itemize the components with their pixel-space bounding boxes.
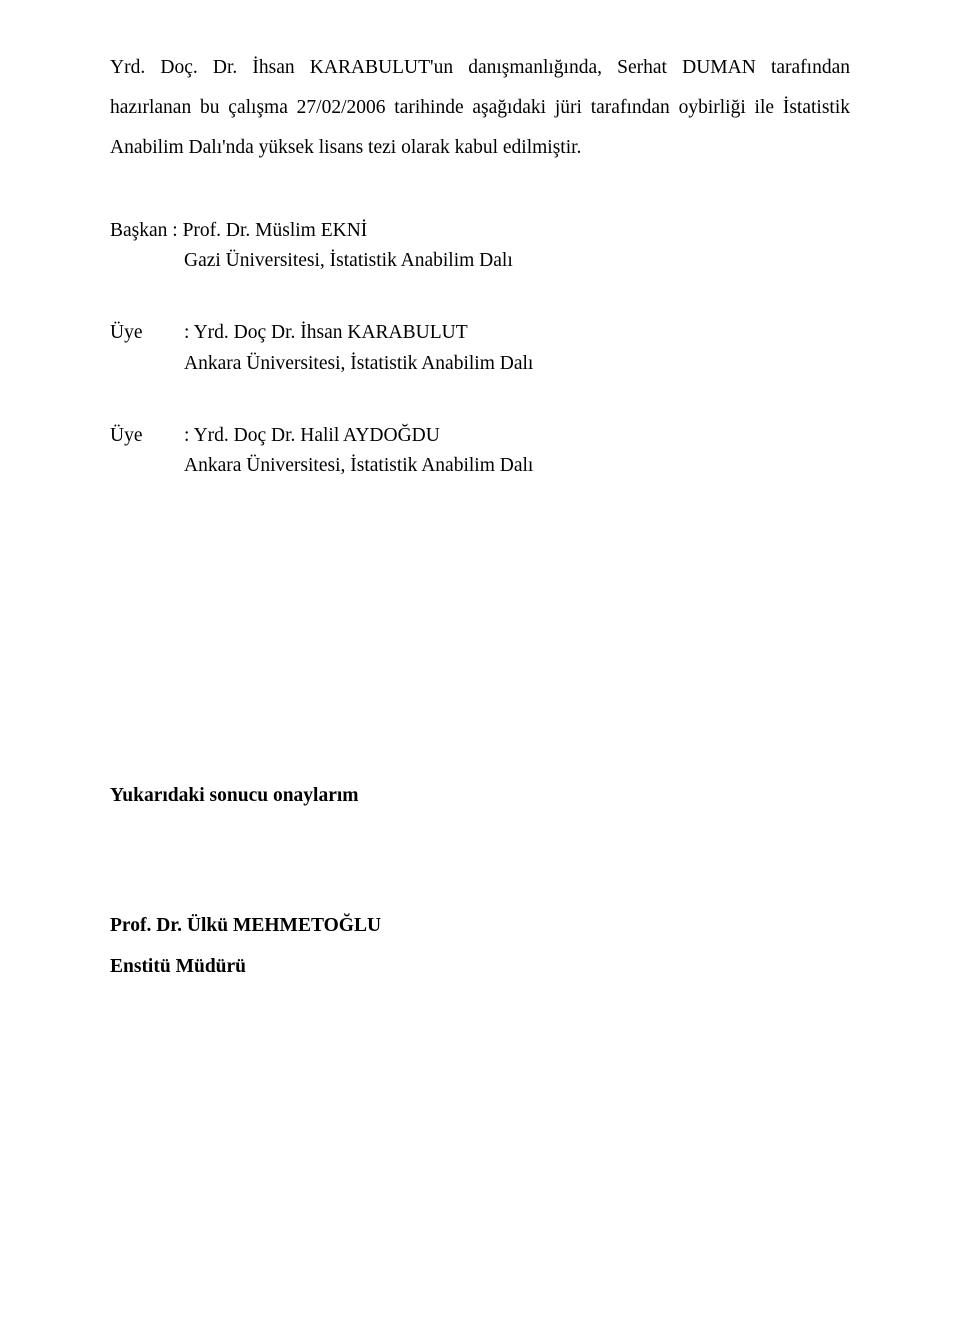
committee-member-1-label: Üye — [110, 318, 184, 348]
approval-statement: Yukarıdaki sonucu onaylarım — [110, 781, 850, 811]
approver-name: Prof. Dr. Ülkü MEHMETOĞLU — [110, 911, 850, 941]
committee-member-2-affiliation: Ankara Üniversitesi, İstatistik Anabilim… — [110, 451, 850, 481]
thesis-approval-page: Yrd. Doç. Dr. İhsan KARABULUT'un danışma… — [0, 0, 960, 1332]
committee-chair-label: Başkan — [110, 220, 167, 241]
committee-chair-name: : Prof. Dr. Müslim EKNİ — [172, 220, 367, 241]
intro-paragraph: Yrd. Doç. Dr. İhsan KARABULUT'un danışma… — [110, 48, 850, 168]
committee-member-1-affiliation: Ankara Üniversitesi, İstatistik Anabilim… — [110, 349, 850, 379]
committee-chair-block: Başkan : Prof. Dr. Müslim EKNİ Gazi Üniv… — [110, 216, 850, 276]
committee-member-1-name: : Yrd. Doç Dr. İhsan KARABULUT — [184, 318, 850, 348]
committee-member-2-name: : Yrd. Doç Dr. Halil AYDOĞDU — [184, 421, 850, 451]
committee-member-1-block: Üye : Yrd. Doç Dr. İhsan KARABULUT Ankar… — [110, 318, 850, 378]
approver-title: Enstitü Müdürü — [110, 952, 850, 982]
committee-member-2-label: Üye — [110, 421, 184, 451]
committee-member-2-block: Üye : Yrd. Doç Dr. Halil AYDOĞDU Ankara … — [110, 421, 850, 481]
committee-chair-affiliation: Gazi Üniversitesi, İstatistik Anabilim D… — [110, 246, 850, 276]
